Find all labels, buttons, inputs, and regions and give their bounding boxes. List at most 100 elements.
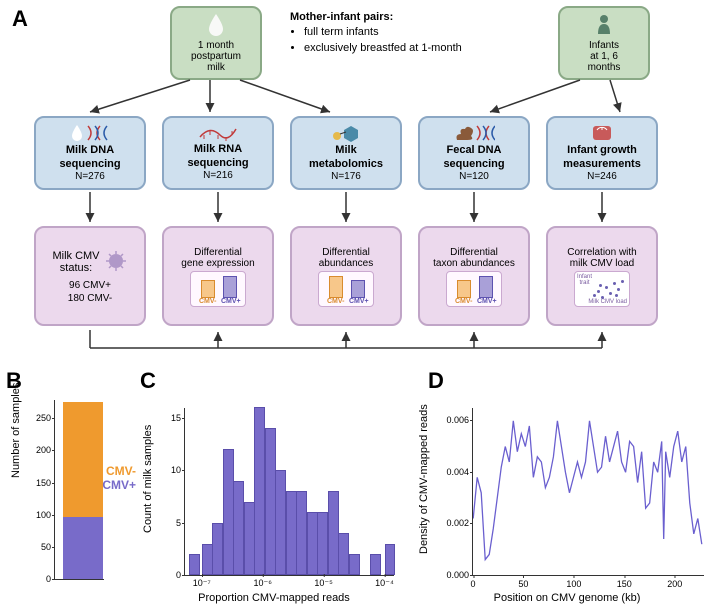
virus-icon (104, 249, 128, 273)
hist-bar (328, 491, 339, 575)
infant-icon (564, 14, 644, 36)
node-growth: Infant growthmeasurements N=246 (546, 116, 658, 190)
mid-3-n: N=120 (459, 171, 489, 182)
milk-line1: 1 month (198, 40, 234, 51)
panel-b-ytick: 50 (25, 542, 51, 552)
drop-dna-icon (40, 124, 140, 142)
pairs-bullet-0: full term infants (304, 25, 520, 40)
panel-d: D Density of CMV-mapped reads 0.0000.002… (420, 378, 714, 604)
panel-d-xtick: 0 (470, 579, 475, 589)
mid-2-title: Milkmetabolomics (309, 144, 383, 170)
node-fecal-dna: Fecal DNAsequencing N=120 (418, 116, 530, 190)
mini-scatter-icon: Infanttrait Milk CMV load (574, 271, 630, 307)
mid-4-title: Infant growthmeasurements (563, 144, 641, 170)
legend-pos: CMV+ (221, 298, 241, 305)
mid-1-n: N=216 (203, 170, 233, 181)
node-correlation: Correlation withmilk CMV load Infanttrai… (546, 226, 658, 326)
mid-4-n: N=246 (587, 171, 617, 182)
panel-c: C Count of milk samples 05101510⁻⁷10⁻⁶10… (140, 378, 408, 604)
diff-abund-title: Differentialabundances (319, 247, 374, 269)
hist-bar (338, 533, 349, 575)
panel-d-xtick: 100 (566, 579, 581, 589)
node-milk-rna: Milk RNAsequencing N=216 (162, 116, 274, 190)
hist-bar (349, 554, 360, 575)
panel-b-ytick: 150 (25, 478, 51, 488)
status-count-pos: 96 CMV+ (69, 280, 111, 291)
panel-d-ytitle: Density of CMV-mapped reads (418, 404, 430, 554)
hist-bar (265, 428, 276, 575)
pairs-description: Mother-infant pairs: full term infants e… (290, 10, 520, 56)
fecal-dna-icon (424, 124, 524, 142)
diff-gene-title: Differentialgene expression (181, 247, 254, 269)
milk-drop-icon (176, 14, 256, 36)
panel-b-ytick: 250 (25, 413, 51, 423)
node-diff-abund: Differentialabundances CMV- CMV+ (290, 226, 402, 326)
hist-bar (317, 512, 328, 575)
mid-0-title: Milk DNAsequencing (59, 144, 120, 170)
hist-bar (254, 407, 265, 575)
panel-c-xtitle: Proportion CMV-mapped reads (140, 592, 408, 604)
panel-c-ytick: 15 (163, 413, 181, 423)
scatter-x-label: Milk CMV load (588, 299, 627, 305)
panel-d-ytick: 0.000 (437, 570, 469, 580)
panel-b-ytick: 200 (25, 445, 51, 455)
panel-b-ytick: 100 (25, 510, 51, 520)
panel-d-ytick: 0.004 (437, 467, 469, 477)
panel-c-xtick: 10⁻⁶ (253, 578, 271, 589)
node-diff-taxon: Differentialtaxon abundances CMV- CMV+ (418, 226, 530, 326)
annot-cmv-pos: CMV+ (102, 478, 136, 492)
scale-icon (552, 124, 652, 142)
mid-0-n: N=276 (75, 171, 105, 182)
panel-c-axes: 05101510⁻⁷10⁻⁶10⁻⁵10⁻⁴ (184, 408, 394, 576)
hist-bar (223, 449, 234, 575)
pairs-bullet-1: exclusively breastfed at 1-month (304, 41, 520, 56)
mini-boxplot-icon-3: CMV- CMV+ (446, 271, 502, 307)
panel-c-ytick: 0 (163, 570, 181, 580)
bar-segment (63, 517, 103, 579)
panel-d-ytick: 0.006 (437, 415, 469, 425)
panel-c-xtick: 10⁻⁴ (375, 578, 394, 589)
mini-boxplot-icon: CMV- CMV+ (190, 271, 246, 307)
hist-bar (189, 554, 200, 575)
panel-d-xtick: 50 (518, 579, 528, 589)
milk-line3: milk (207, 62, 225, 73)
status-title: Milk CMVstatus: (52, 250, 99, 274)
hist-bar (212, 523, 223, 576)
bar-segment (63, 402, 103, 518)
hist-bar (370, 554, 381, 575)
annot-cmv-neg: CMV- (106, 464, 136, 478)
node-cmv-status: Milk CMVstatus: 96 CMV+ 180 CMV- (34, 226, 146, 326)
rna-icon (168, 125, 268, 141)
mini-boxplot-icon-2: CMV- CMV+ (318, 271, 374, 307)
panel-b-ytitle: Number of samples (10, 383, 22, 478)
pairs-heading: Mother-infant pairs: (290, 11, 393, 23)
mid-1-title: Milk RNAsequencing (187, 143, 248, 169)
milk-line2: postpartum (191, 51, 241, 62)
panel-b-ytick: 0 (25, 574, 51, 584)
mid-2-n: N=176 (331, 171, 361, 182)
legend-neg: CMV- (199, 298, 217, 305)
panel-c-xtick: 10⁻⁵ (314, 578, 333, 589)
panel-c-xtick: 10⁻⁷ (193, 578, 211, 589)
panel-d-ytick: 0.002 (437, 518, 469, 528)
inf-line1: Infants (589, 40, 619, 51)
node-diff-gene: Differentialgene expression CMV- CMV+ (162, 226, 274, 326)
scatter-y-label: Infanttrait (577, 274, 592, 286)
panel-d-xtick: 200 (667, 579, 682, 589)
mid-3-title: Fecal DNAsequencing (443, 144, 504, 170)
hist-bar (244, 502, 255, 576)
panel-d-xtitle: Position on CMV genome (kb) (420, 592, 714, 604)
inf-line3: months (588, 62, 621, 73)
panel-d-label: D (428, 368, 444, 394)
node-milk-dna: Milk DNAsequencing N=276 (34, 116, 146, 190)
hist-bar (202, 544, 213, 576)
panel-a-label: A (12, 6, 28, 32)
status-count-neg: 180 CMV- (68, 293, 112, 304)
panel-d-axes: 0.0000.0020.0040.006050100150200 (472, 408, 704, 576)
hist-bar (385, 544, 396, 576)
panel-a: A 1 monthpostpartummilk Infantsat 1, 6mo… (0, 0, 720, 360)
node-infants-source: Infantsat 1, 6months (558, 6, 650, 80)
density-line (473, 408, 704, 575)
hist-bar (275, 470, 286, 575)
panel-c-ytick: 5 (163, 518, 181, 528)
